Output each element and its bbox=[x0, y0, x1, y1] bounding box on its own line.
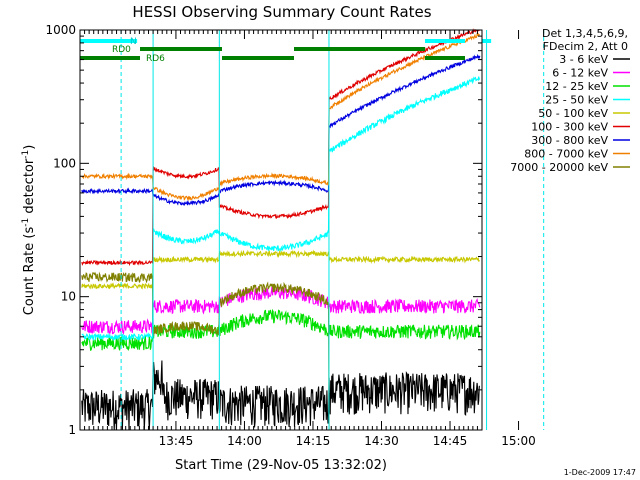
legend-label: 25 - 50 keV bbox=[545, 94, 608, 107]
x-tick-label: 14:30 bbox=[364, 434, 399, 448]
axes: 13:45 14:00 14:15 14:30 14:45 15:00 1 10 100 1000 bbox=[45, 23, 535, 448]
series-line bbox=[81, 285, 481, 335]
data-lines bbox=[81, 28, 481, 431]
x-tick-label: 14:15 bbox=[296, 434, 331, 448]
series-line bbox=[81, 249, 481, 290]
legend-label: 50 - 100 keV bbox=[538, 107, 608, 120]
y-axis-label-sup: -1 bbox=[21, 218, 31, 227]
series-line bbox=[81, 53, 481, 206]
rd0-flag-label: RD0 bbox=[112, 45, 131, 55]
plot-timestamp: 1-Dec-2009 17:47 bbox=[564, 468, 636, 477]
y-tick-label: 10 bbox=[61, 290, 76, 304]
x-axis-label: Start Time (29-Nov-05 13:32:02) bbox=[175, 458, 387, 473]
x-tick-label: 14:45 bbox=[433, 434, 468, 448]
series-line bbox=[81, 76, 481, 342]
x-tick-label: 14:00 bbox=[227, 434, 262, 448]
legend-header: Det 1,3,4,5,6,9, bbox=[542, 27, 628, 40]
y-tick-label: 100 bbox=[53, 156, 76, 170]
markers bbox=[120, 30, 545, 430]
y-axis-label-sup: -1 bbox=[21, 150, 31, 159]
legend-label: 300 - 800 keV bbox=[531, 134, 608, 147]
series-line bbox=[81, 32, 480, 202]
y-tick-label: 1 bbox=[68, 423, 76, 437]
legend: Det 1,3,4,5,6,9,FDecim 2, Att 03 - 6 keV… bbox=[510, 27, 630, 174]
y-tick-label: 1000 bbox=[45, 23, 76, 37]
series-line bbox=[81, 28, 480, 267]
chart-title: HESSI Observing Summary Count Rates bbox=[132, 3, 431, 21]
legend-label: 7000 - 20000 keV bbox=[510, 161, 608, 174]
x-tick-label: 15:00 bbox=[501, 434, 536, 448]
series-line bbox=[81, 360, 481, 431]
y-axis-label-part: detector bbox=[22, 158, 37, 218]
legend-label: 800 - 7000 keV bbox=[524, 148, 608, 161]
legend-header: FDecim 2, Att 0 bbox=[543, 40, 628, 53]
legend-label: 100 - 300 keV bbox=[531, 121, 608, 134]
legend-label: 3 - 6 keV bbox=[559, 53, 608, 66]
y-axis-label-part: ) bbox=[22, 145, 37, 150]
y-axis-label-part: Count Rate (s bbox=[22, 227, 37, 316]
n-flag-label: N bbox=[130, 37, 137, 47]
y-axis-label: Count Rate (s-1 detector-1) bbox=[21, 145, 37, 316]
x-tick-label: 13:45 bbox=[159, 434, 194, 448]
series-line bbox=[81, 308, 481, 352]
rd6-flag-label: RD6 bbox=[146, 54, 165, 64]
legend-label: 12 - 25 keV bbox=[545, 80, 608, 93]
legend-label: 6 - 12 keV bbox=[552, 67, 608, 80]
